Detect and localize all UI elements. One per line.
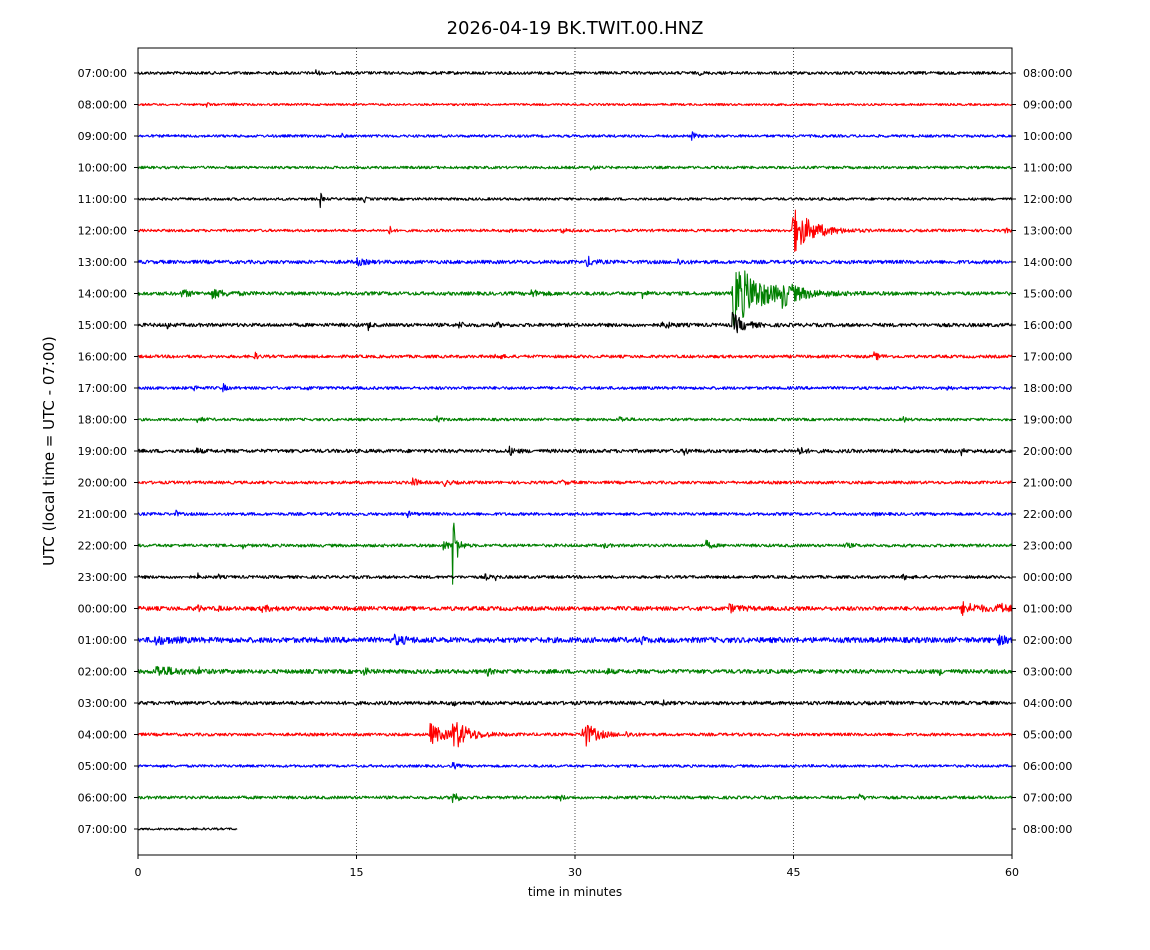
right-tick-label: 00:00:00 [1023, 571, 1072, 584]
right-axis-ticks: 08:00:00 09:00:00 10:00:00 11:00:00 12:00:00… [1012, 67, 1072, 836]
right-tick-label: 18:00:00 [1023, 382, 1072, 395]
left-tick-label: 10:00:00 [78, 162, 127, 175]
trace-line [137, 445, 1013, 457]
left-tick-label: 17:00:00 [78, 382, 127, 395]
left-tick-label: 04:00:00 [78, 729, 127, 742]
left-tick-label: 11:00:00 [78, 193, 127, 206]
right-tick-label: 08:00:00 [1023, 823, 1072, 836]
right-tick-label: 06:00:00 [1023, 760, 1072, 773]
right-tick-label: 13:00:00 [1023, 225, 1072, 238]
trace-line [137, 827, 238, 831]
x-tick-label: 45 [787, 866, 801, 879]
trace-line [137, 722, 1013, 748]
x-tick-label: 30 [568, 866, 582, 879]
left-tick-label: 14:00:00 [78, 288, 127, 301]
right-tick-label: 04:00:00 [1023, 697, 1072, 710]
left-tick-label: 02:00:00 [78, 666, 127, 679]
right-tick-label: 20:00:00 [1023, 445, 1072, 458]
right-tick-label: 21:00:00 [1023, 477, 1072, 490]
y-axis-label: UTC (local time = UTC - 07:00) [40, 336, 58, 566]
right-tick-label: 16:00:00 [1023, 319, 1072, 332]
x-tick-label: 15 [350, 866, 364, 879]
left-tick-label: 09:00:00 [78, 130, 127, 143]
trace-line [137, 477, 1013, 487]
right-tick-label: 08:00:00 [1023, 67, 1072, 80]
left-tick-label: 01:00:00 [78, 634, 127, 647]
right-tick-label: 03:00:00 [1023, 666, 1072, 679]
left-tick-label: 12:00:00 [78, 225, 127, 238]
right-tick-label: 01:00:00 [1023, 603, 1072, 616]
x-tick-label: 0 [135, 866, 142, 879]
trace-line [137, 572, 1013, 582]
trace-line [137, 270, 1013, 326]
trace-group [137, 69, 1013, 831]
trace-line [137, 383, 1013, 393]
right-tick-label: 15:00:00 [1023, 288, 1072, 301]
left-tick-label: 22:00:00 [78, 540, 127, 553]
left-tick-label: 16:00:00 [78, 351, 127, 364]
right-tick-label: 09:00:00 [1023, 99, 1072, 112]
left-tick-label: 07:00:00 [78, 823, 127, 836]
trace-line [137, 665, 1013, 677]
left-tick-label: 00:00:00 [78, 603, 127, 616]
right-tick-label: 02:00:00 [1023, 634, 1072, 647]
trace-line [137, 633, 1013, 646]
left-tick-label: 19:00:00 [78, 445, 127, 458]
trace-line [137, 311, 1013, 334]
left-tick-label: 06:00:00 [78, 792, 127, 805]
left-tick-label: 07:00:00 [78, 67, 127, 80]
right-tick-label: 22:00:00 [1023, 508, 1072, 521]
left-axis-ticks: 07:00:00 08:00:00 09:00:00 10:00:00 11:00:00… [78, 67, 138, 836]
right-tick-label: 19:00:00 [1023, 414, 1072, 427]
trace-line [137, 522, 1013, 585]
vertical-grid [356, 48, 794, 855]
trace-line [137, 209, 1013, 253]
right-tick-label: 10:00:00 [1023, 130, 1072, 143]
left-tick-label: 13:00:00 [78, 256, 127, 269]
chart-title: 2026-04-19 BK.TWIT.00.HNZ [447, 18, 704, 39]
trace-line [137, 415, 1013, 424]
right-tick-label: 11:00:00 [1023, 162, 1072, 175]
right-tick-label: 23:00:00 [1023, 540, 1072, 553]
trace-line [137, 351, 1013, 361]
trace-line [137, 761, 1013, 770]
trace-line [137, 793, 1013, 804]
left-tick-label: 03:00:00 [78, 697, 127, 710]
trace-line [137, 509, 1013, 519]
right-tick-label: 17:00:00 [1023, 351, 1072, 364]
left-tick-label: 05:00:00 [78, 760, 127, 773]
trace-line [137, 165, 1013, 171]
x-axis-ticks: 0 15 30 45 60 [135, 855, 1019, 879]
trace-line [137, 601, 1013, 617]
trace-line [137, 699, 1013, 707]
right-tick-label: 07:00:00 [1023, 792, 1072, 805]
trace-line [137, 69, 1013, 77]
right-tick-label: 14:00:00 [1023, 256, 1072, 269]
x-axis-label: time in minutes [528, 885, 622, 899]
left-tick-label: 08:00:00 [78, 99, 127, 112]
x-tick-label: 60 [1005, 866, 1019, 879]
trace-line [137, 131, 1013, 141]
right-tick-label: 12:00:00 [1023, 193, 1072, 206]
left-tick-label: 21:00:00 [78, 508, 127, 521]
trace-line [137, 255, 1013, 268]
left-tick-label: 23:00:00 [78, 571, 127, 584]
left-tick-label: 15:00:00 [78, 319, 127, 332]
right-tick-label: 05:00:00 [1023, 729, 1072, 742]
trace-line [137, 192, 1013, 209]
trace-line [137, 101, 1013, 108]
left-tick-label: 20:00:00 [78, 477, 127, 490]
left-tick-label: 18:00:00 [78, 414, 127, 427]
